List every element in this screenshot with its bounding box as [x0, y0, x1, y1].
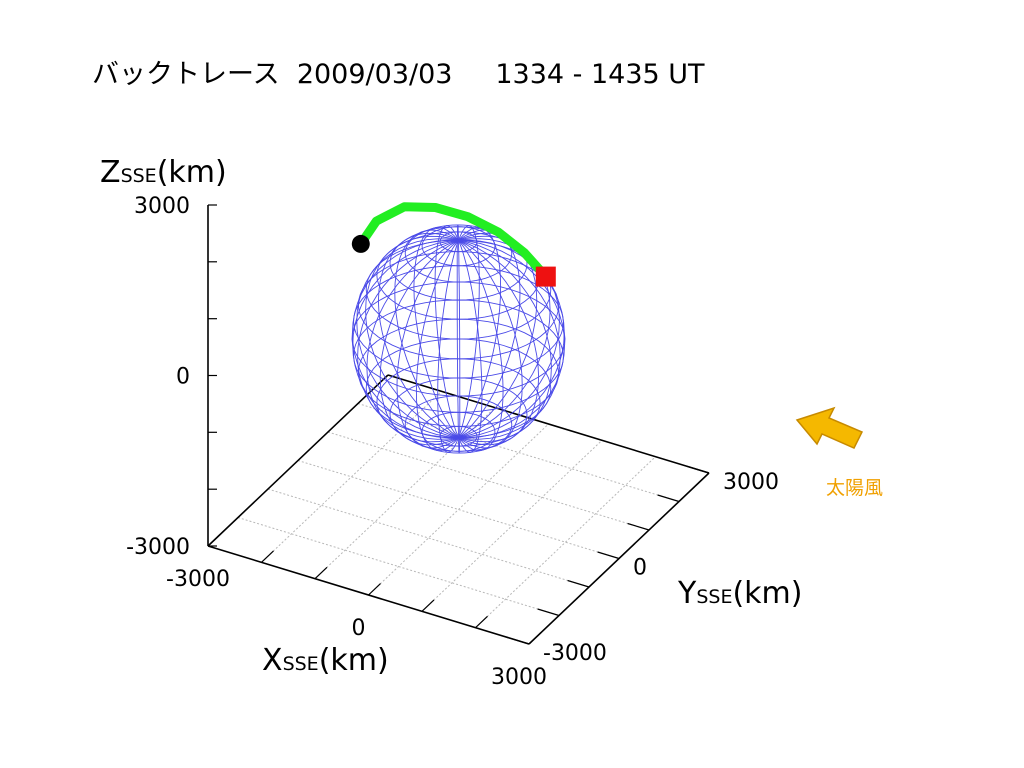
sphere-latitude-line	[357, 251, 560, 360]
y-tick-label: -3000	[543, 641, 607, 666]
y-tick-label: 3000	[723, 470, 779, 495]
solar-wind-annotation: 太陽風	[795, 406, 883, 499]
sphere-longitude-line	[377, 232, 459, 439]
sphere-longitude-line	[365, 235, 459, 439]
sphere-latitude-line	[353, 265, 564, 379]
axis-labels: ZSSE(km) XSSE(km) YSSE(km)	[100, 155, 802, 678]
z-tick-label: 3000	[134, 194, 190, 219]
grid-line-x	[368, 423, 549, 596]
y-tick-mark	[627, 522, 650, 531]
sphere-longitude-line	[437, 240, 459, 453]
x-tick-mark	[314, 566, 328, 580]
x-tick-mark	[368, 583, 381, 596]
x-tick-label: -3000	[166, 567, 230, 592]
sphere-longitude-line	[458, 240, 483, 453]
floor-far-edge	[387, 374, 710, 474]
floor-back-edge	[207, 374, 389, 547]
arrow-icon	[795, 406, 864, 449]
grid-line-x	[314, 407, 496, 580]
y-tick-mark	[597, 551, 620, 560]
sphere-latitude-line	[357, 318, 560, 427]
y-tick-mark	[657, 494, 680, 503]
z-axis-label: ZSSE(km)	[100, 155, 227, 190]
sphere-longitude-line	[356, 238, 459, 439]
grid-line-x	[261, 390, 442, 563]
grid-line-x	[475, 456, 656, 629]
title-time-range: 1334 - 1435 UT	[495, 59, 705, 90]
sphere-longitude-line	[413, 227, 459, 438]
sphere-longitude-line	[394, 229, 459, 439]
start-marker	[351, 234, 370, 253]
sphere-longitude-line	[458, 225, 480, 438]
solar-wind-label: 太陽風	[826, 477, 883, 499]
y-tick-mark	[507, 636, 530, 645]
sphere-longitude-line	[352, 239, 459, 439]
sphere-longitude-line	[458, 239, 552, 443]
trace-series	[351, 202, 556, 287]
y-axis-label: YSSE(km)	[677, 576, 802, 611]
end-marker	[535, 266, 556, 287]
y-tick-mark	[687, 465, 710, 474]
wireframe-sphere	[351, 224, 566, 454]
trace-line	[356, 202, 551, 282]
floor-frame	[207, 374, 710, 645]
title-date: 2009/03/03	[296, 59, 453, 90]
z-tick-label: 0	[176, 365, 190, 390]
x-tick-label: 3000	[491, 665, 547, 690]
y-tick-mark	[537, 608, 560, 617]
x-tick-mark	[421, 599, 435, 612]
x-tick-mark	[261, 550, 274, 563]
z-axis	[207, 204, 217, 547]
sphere-longitude-line	[458, 239, 540, 446]
sphere-longitude-line	[458, 240, 504, 451]
x-axis-label: XSSE(km)	[262, 643, 389, 678]
floor-grid	[237, 390, 680, 629]
sphere-longitude-line	[456, 224, 459, 438]
slide-title: バックトレース 2009/03/03 1334 - 1435 UT	[92, 52, 705, 91]
sphere-longitude-line	[415, 240, 459, 452]
sphere-longitude-line	[351, 239, 459, 439]
z-tick-label: -3000	[126, 535, 190, 560]
sphere-longitude-line	[458, 239, 565, 439]
y-tick-label: 0	[633, 556, 647, 581]
sphere-longitude-line	[379, 239, 459, 446]
sphere-longitude-line	[458, 240, 461, 454]
x-tick-mark	[528, 632, 542, 645]
sphere-longitude-line	[458, 239, 523, 449]
sphere-latitude-line	[353, 299, 564, 413]
grid-line-x	[421, 439, 603, 612]
x-tick-label: 0	[352, 616, 366, 641]
x-tick-mark	[207, 534, 221, 547]
x-tick-mark	[475, 615, 488, 629]
grid-line-y	[267, 488, 590, 588]
sphere-longitude-line	[458, 239, 561, 440]
title-label: バックトレース	[92, 59, 280, 90]
sphere-longitude-line	[434, 225, 459, 438]
sphere-longitude-line	[396, 239, 459, 449]
y-tick-mark	[567, 579, 590, 588]
sphere-longitude-line	[458, 239, 566, 439]
